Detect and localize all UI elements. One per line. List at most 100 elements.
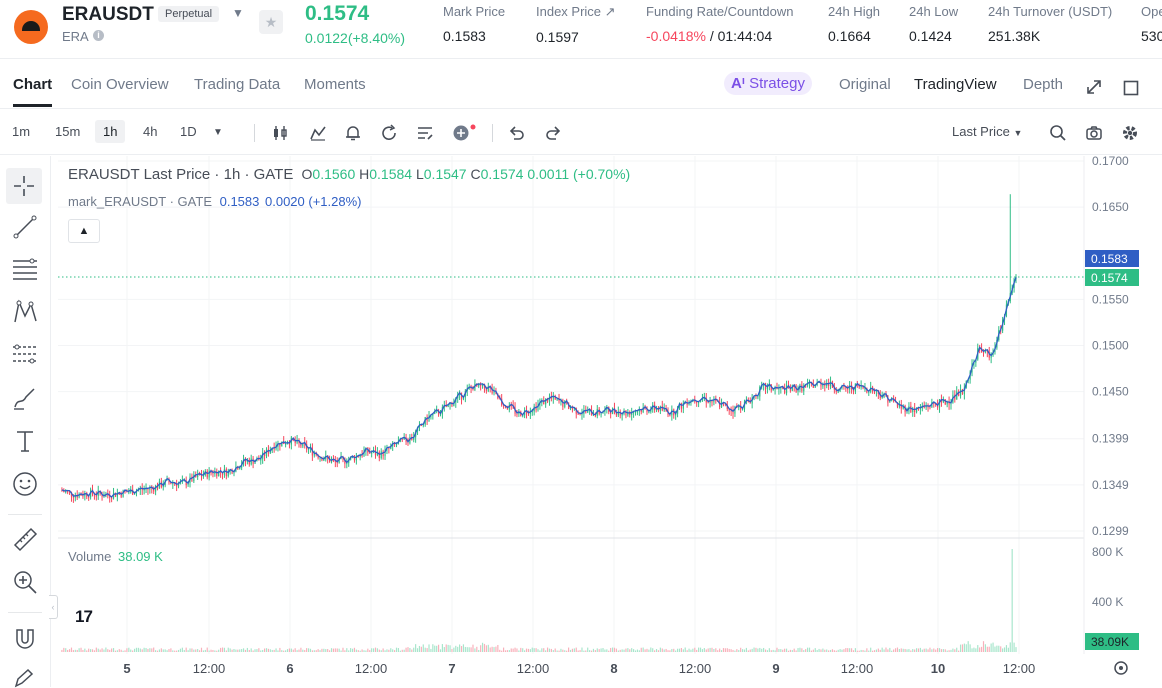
stat-index-price[interactable]: Index Price ↗ 0.1597: [536, 4, 616, 45]
candle-body: [778, 388, 780, 390]
symbol-name[interactable]: ERAUSDT: [62, 4, 154, 25]
tab-depth[interactable]: Depth: [1023, 76, 1064, 93]
timeframe-dropdown-icon[interactable]: ▼: [213, 127, 223, 138]
indicators-icon[interactable]: [309, 124, 327, 142]
volume-bar: [640, 647, 642, 652]
volume-bar: [919, 647, 921, 652]
search-icon[interactable]: [1049, 124, 1067, 142]
pencil-lock-icon[interactable]: [12, 668, 38, 688]
candle-body: [313, 453, 315, 456]
volume-bar: [392, 649, 394, 652]
candle-body: [617, 411, 619, 416]
volume-bar: [107, 649, 109, 652]
volume-bar: [501, 650, 503, 652]
candle-body: [898, 404, 900, 407]
ruler-icon[interactable]: [12, 526, 38, 552]
tab-moments[interactable]: Moments: [304, 76, 366, 93]
window-icon[interactable]: [1123, 80, 1139, 96]
emoji-icon[interactable]: [12, 471, 38, 497]
collapse-legend-button[interactable]: ▲: [68, 219, 100, 243]
volume-bar: [556, 650, 558, 652]
fibonacci-icon[interactable]: [12, 342, 38, 368]
pattern-tool-icon[interactable]: [12, 299, 38, 325]
tab-tradingview[interactable]: TradingView: [914, 76, 997, 93]
zoom-in-icon[interactable]: [12, 569, 38, 595]
candle-body: [914, 408, 916, 413]
volume-bar: [678, 648, 681, 652]
volume-legend-value: 38.09 K: [118, 549, 163, 564]
volume-bar: [606, 649, 608, 652]
brush-icon[interactable]: [12, 385, 38, 411]
camera-icon[interactable]: [1085, 124, 1103, 142]
candle-body: [569, 407, 572, 409]
volume-bar: [956, 647, 958, 652]
replay-icon[interactable]: [380, 124, 398, 142]
candle-body: [808, 382, 811, 384]
candle-body: [824, 384, 826, 386]
time-axis: 5 12:00 6 12:00 7 12:00 8 12:00 9 12:00 10 12:00: [123, 661, 1035, 676]
candle-body: [728, 408, 730, 411]
volume-bar: [736, 649, 738, 652]
settings-gear-icon[interactable]: [1121, 124, 1139, 142]
candle-body: [577, 413, 579, 415]
stat-funding-rate: Funding Rate/Countdown -0.0418% / 01:44:…: [646, 4, 794, 44]
tab-coin-overview[interactable]: Coin Overview: [71, 76, 169, 93]
timeframe-1d[interactable]: 1D: [180, 124, 197, 139]
magnet-icon[interactable]: [12, 626, 38, 652]
volume-bar: [325, 649, 327, 652]
volume-bar: [372, 648, 375, 652]
mark-legend-name: mark_ERAUSDT · GATE: [68, 194, 212, 209]
volume-bar: [604, 649, 606, 652]
candle-body: [126, 491, 128, 493]
crosshair-tool[interactable]: [6, 168, 42, 204]
candle-body: [143, 489, 145, 491]
candle-type-icon[interactable]: [271, 124, 289, 142]
templates-icon[interactable]: [416, 124, 434, 142]
volume-bar: [881, 647, 883, 652]
candle-body: [715, 399, 717, 401]
volume-bar: [67, 649, 69, 652]
volume-bar: [147, 648, 149, 652]
volume-bar: [252, 650, 254, 652]
tab-trading-data[interactable]: Trading Data: [194, 76, 281, 93]
timeframe-1m[interactable]: 1m: [12, 124, 31, 139]
parallel-lines-icon[interactable]: [12, 256, 38, 282]
volume-bar: [319, 650, 321, 652]
text-tool-icon[interactable]: [12, 428, 38, 454]
tab-original[interactable]: Original: [839, 76, 891, 93]
timeframe-4h[interactable]: 4h: [143, 124, 158, 139]
strategy-button[interactable]: Aı Strategy: [724, 72, 812, 95]
favorite-star-icon[interactable]: ★: [259, 10, 283, 34]
alert-icon[interactable]: [344, 124, 362, 142]
expand-icon[interactable]: [1085, 78, 1103, 96]
volume-bar: [527, 648, 530, 652]
volume-bar: [206, 647, 208, 652]
candle-body: [413, 437, 415, 440]
timeframe-15m[interactable]: 15m: [55, 124, 81, 139]
symbol-dropdown-icon[interactable]: ▼: [232, 6, 244, 20]
trend-line-icon[interactable]: [12, 214, 38, 240]
candle-body: [227, 470, 229, 476]
info-icon[interactable]: i: [93, 30, 104, 41]
volume-bar: [101, 648, 103, 652]
volume-bar: [415, 644, 417, 652]
volume-tag-bg: [1085, 633, 1139, 650]
add-indicator-icon[interactable]: [452, 124, 476, 142]
volume-bar: [885, 647, 887, 652]
volume-bar: [288, 648, 291, 652]
collapse-toolbar-icon[interactable]: ‹: [49, 595, 58, 619]
tab-chart[interactable]: Chart: [13, 76, 53, 107]
candle-body: [828, 383, 830, 387]
timeframe-1h[interactable]: 1h: [95, 120, 126, 143]
volume-bar: [833, 650, 835, 652]
axis-settings-icon[interactable]: [1114, 661, 1128, 675]
price-source-select[interactable]: Last Price ▼: [952, 124, 1023, 139]
redo-icon[interactable]: [544, 124, 562, 142]
undo-icon[interactable]: [508, 124, 526, 142]
volume-bar: [447, 644, 449, 652]
candle-body: [481, 383, 484, 387]
volume-bar: [296, 650, 298, 652]
volume-bar: [480, 645, 482, 652]
volume-bar: [437, 644, 440, 652]
